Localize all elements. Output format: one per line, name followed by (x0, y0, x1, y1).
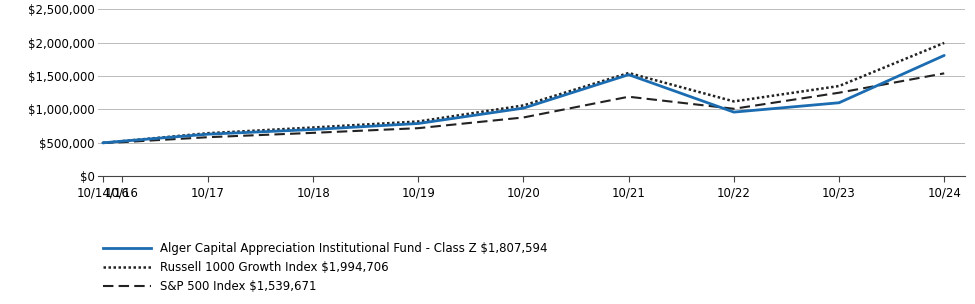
Legend: Alger Capital Appreciation Institutional Fund - Class Z $1,807,594, Russell 1000: Alger Capital Appreciation Institutional… (103, 242, 548, 293)
